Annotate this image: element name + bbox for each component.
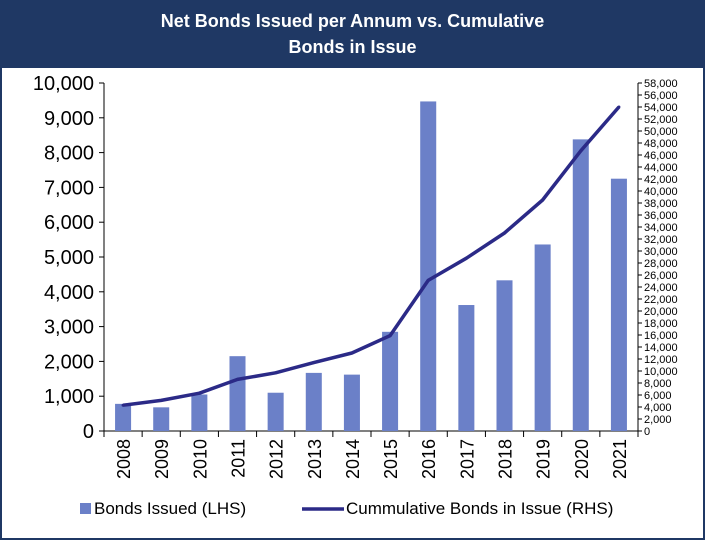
right-tick-label: 32,000 — [644, 234, 678, 246]
left-tick-label: 10,000 — [33, 73, 94, 95]
cumulative-point-2021 — [617, 105, 621, 109]
left-tick-label: 7,000 — [44, 177, 94, 199]
cumulative-point-2009 — [159, 398, 163, 402]
cumulative-point-2012 — [274, 371, 278, 375]
x-tick-label: 2015 — [381, 439, 401, 479]
left-tick-label: 0 — [83, 421, 94, 443]
right-tick-label: 18,000 — [644, 318, 678, 330]
right-tick-label: 26,000 — [644, 270, 678, 282]
chart-title-line-1: Net Bonds Issued per Annum vs. Cumulativ… — [160, 11, 545, 31]
right-tick-label: 0 — [644, 426, 650, 438]
right-tick-label: 44,000 — [644, 162, 678, 174]
left-tick-label: 5,000 — [44, 247, 94, 269]
left-tick-label: 3,000 — [44, 317, 94, 339]
x-tick-label: 2010 — [190, 439, 210, 479]
left-tick-label: 6,000 — [44, 212, 94, 234]
bar-2021 — [610, 178, 627, 431]
right-tick-label: 42,000 — [644, 174, 678, 186]
bar-2015 — [382, 331, 399, 431]
right-tick-label: 22,000 — [644, 294, 678, 306]
right-tick-label: 28,000 — [644, 258, 678, 270]
cumulative-point-2014 — [350, 351, 354, 355]
bar-2017 — [458, 305, 475, 431]
bar-2018 — [496, 280, 513, 431]
x-tick-label: 2014 — [343, 439, 363, 479]
right-tick-label: 34,000 — [644, 222, 678, 234]
x-tick-label: 2013 — [305, 439, 325, 479]
chart-title-line-2: Bonds in Issue — [288, 37, 417, 57]
x-tick-label: 2016 — [419, 439, 439, 479]
x-tick-label: 2019 — [534, 439, 554, 479]
cumulative-line — [122, 105, 621, 407]
cumulative-point-2017 — [464, 256, 468, 260]
bar-2013 — [305, 372, 322, 431]
x-tick-label: 2018 — [496, 439, 516, 479]
cumulative-point-2010 — [197, 391, 201, 395]
right-tick-label: 14,000 — [644, 342, 678, 354]
right-tick-label: 24,000 — [644, 282, 678, 294]
legend-line-label: Cummulative Bonds in Issue (RHS) — [346, 499, 613, 518]
right-tick-label: 30,000 — [644, 246, 678, 258]
cumulative-point-2011 — [236, 377, 239, 381]
right-tick-label: 36,000 — [644, 210, 678, 222]
cumulative-point-2016 — [426, 278, 430, 282]
x-tick-label: 2011 — [229, 439, 249, 478]
x-tick-label: 2012 — [267, 439, 287, 479]
bar-2020 — [572, 139, 589, 431]
x-tick-label: 2021 — [610, 439, 630, 479]
left-tick-label: 4,000 — [44, 282, 94, 304]
right-tick-label: 16,000 — [644, 330, 678, 342]
right-tick-label: 54,000 — [644, 102, 678, 114]
cumulative-point-2019 — [541, 198, 545, 202]
right-tick-label: 46,000 — [644, 150, 678, 162]
right-tick-label: 10,000 — [644, 366, 678, 378]
left-tick-label: 1,000 — [44, 386, 94, 408]
right-tick-label: 12,000 — [644, 354, 678, 366]
right-tick-label: 48,000 — [644, 138, 678, 150]
bar-2019 — [534, 244, 551, 431]
left-tick-label: 8,000 — [44, 143, 94, 165]
right-tick-label: 8,000 — [644, 378, 672, 390]
legend-bar-swatch — [80, 503, 91, 514]
right-tick-label: 52,000 — [644, 114, 678, 126]
right-tick-label: 20,000 — [644, 306, 678, 318]
cumulative-point-2018 — [503, 231, 506, 235]
right-tick-label: 4,000 — [644, 402, 672, 414]
cumulative-point-2013 — [312, 361, 316, 365]
bar-2009 — [153, 407, 170, 431]
bar-2014 — [343, 374, 360, 431]
right-tick-label: 2,000 — [644, 414, 672, 426]
cumulative-point-2020 — [579, 149, 583, 153]
bar-2012 — [267, 392, 284, 431]
right-tick-label: 40,000 — [644, 186, 678, 198]
x-tick-label: 2017 — [457, 439, 477, 479]
bar-2016 — [420, 101, 437, 431]
x-tick-label: 2009 — [152, 439, 172, 479]
right-tick-label: 38,000 — [644, 198, 678, 210]
legend-bar-label: Bonds Issued (LHS) — [94, 499, 246, 518]
x-tick-label: 2020 — [572, 439, 592, 479]
left-tick-label: 2,000 — [44, 351, 94, 373]
left-tick-label: 9,000 — [44, 108, 94, 130]
right-tick-label: 50,000 — [644, 126, 678, 138]
cumulative-point-2008 — [121, 403, 125, 407]
x-tick-label: 2008 — [114, 439, 134, 479]
right-tick-label: 56,000 — [644, 90, 678, 102]
bar-2011 — [229, 356, 246, 431]
chart-title: Net Bonds Issued per Annum vs. Cumulativ… — [2, 2, 703, 68]
bar-2010 — [191, 394, 208, 431]
bar-2008 — [115, 403, 132, 431]
cumulative-point-2015 — [388, 334, 392, 338]
right-tick-label: 6,000 — [644, 390, 672, 402]
right-tick-label: 58,000 — [644, 78, 678, 90]
